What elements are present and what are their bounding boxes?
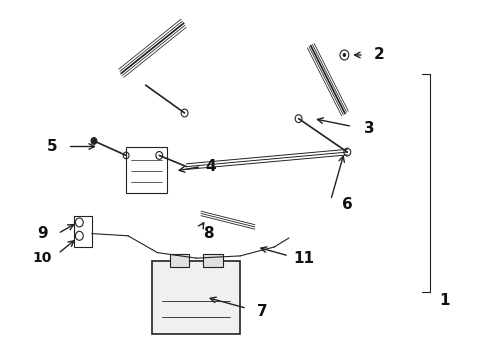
Text: 5: 5 <box>47 139 57 154</box>
Bar <box>170 254 190 267</box>
Text: 4: 4 <box>206 159 216 174</box>
Text: 8: 8 <box>203 226 213 241</box>
Bar <box>152 261 240 334</box>
Bar <box>74 216 92 247</box>
Text: 6: 6 <box>342 197 353 212</box>
Bar <box>203 254 222 267</box>
Text: 10: 10 <box>33 251 52 265</box>
Circle shape <box>343 53 346 57</box>
Text: 11: 11 <box>293 251 314 266</box>
Text: 1: 1 <box>440 293 450 308</box>
Circle shape <box>91 138 97 144</box>
Circle shape <box>340 50 349 60</box>
Bar <box>126 147 167 193</box>
Text: 9: 9 <box>37 226 48 241</box>
Text: 7: 7 <box>257 304 268 319</box>
Text: 3: 3 <box>365 121 375 136</box>
Text: 2: 2 <box>374 48 385 63</box>
